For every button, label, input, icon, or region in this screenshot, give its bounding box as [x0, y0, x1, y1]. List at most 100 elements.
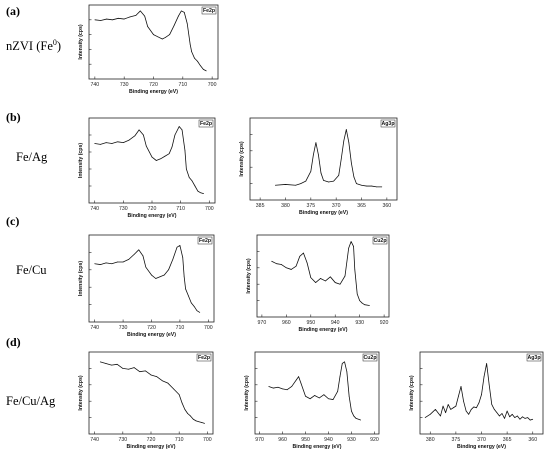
- data-point: [325, 280, 326, 282]
- legend-box: [197, 236, 213, 245]
- data-point: [344, 275, 346, 277]
- data-point: [174, 134, 176, 136]
- data-point: [499, 415, 500, 417]
- x-tick-label: 920: [370, 437, 379, 443]
- data-point: [306, 262, 308, 264]
- x-tick-label: 700: [204, 325, 213, 331]
- x-tick-label: 960: [278, 437, 287, 443]
- data-point: [190, 415, 191, 417]
- data-point: [189, 43, 191, 45]
- chart-b-fe2p: 740 730 720 710 700 Binding energy (eV) Intens…: [78, 117, 216, 219]
- legend-box: [362, 353, 378, 362]
- data-point: [185, 288, 186, 290]
- data-point: [354, 269, 356, 270]
- legend-box: [198, 119, 214, 128]
- sample-label-fe-ag: Fe/Ag: [16, 150, 48, 164]
- data-point: [112, 19, 113, 21]
- data-point: [351, 410, 352, 412]
- x-tick-label: 740: [90, 325, 99, 331]
- chart-d-ag3p: 380 375 370 365 360 Binding energy (eV) Intens…: [409, 351, 544, 450]
- data-point: [192, 418, 194, 420]
- data-point: [100, 144, 101, 145]
- spectrum-line: [268, 361, 361, 421]
- data-point: [361, 184, 362, 186]
- y-axis-title: Intensity (cps): [78, 143, 84, 178]
- data-point: [144, 15, 146, 17]
- data-point: [205, 70, 207, 72]
- data-point: [173, 388, 174, 390]
- data-point: [493, 409, 495, 410]
- data-point: [455, 405, 457, 407]
- plot-frame: [249, 117, 398, 201]
- spectrum-line: [94, 245, 201, 313]
- legend-label: Fe2p: [198, 355, 210, 361]
- data-point: [318, 154, 319, 156]
- data-point: [488, 384, 490, 386]
- spectrum-line: [94, 10, 207, 72]
- data-point: [514, 417, 516, 418]
- data-point: [323, 394, 325, 395]
- chart-a-fe2p: 740 730 720 710 700 Binding energy (eV) Intens…: [78, 4, 219, 95]
- spectrum-line: [100, 361, 205, 424]
- data-point: [519, 418, 521, 420]
- x-tick-label: 950: [306, 320, 315, 326]
- data-point: [117, 141, 118, 143]
- x-tick-label: 370: [477, 437, 486, 443]
- chart-b-ag3p: 385 380 375 370 365 360 Binding energy (eV) Int…: [239, 117, 398, 216]
- data-point: [281, 264, 282, 265]
- data-point: [328, 181, 329, 183]
- data-point: [117, 261, 118, 263]
- data-point: [435, 409, 436, 410]
- data-point: [199, 312, 201, 313]
- data-point: [369, 305, 370, 306]
- data-point: [181, 402, 183, 404]
- x-tick-label: 970: [255, 437, 264, 443]
- data-point: [171, 146, 173, 148]
- data-point: [198, 421, 200, 423]
- data-point: [138, 129, 140, 131]
- data-point: [194, 185, 196, 187]
- data-point: [128, 368, 129, 370]
- data-point: [160, 158, 161, 160]
- data-point: [360, 419, 361, 421]
- data-point: [176, 246, 178, 248]
- legend-box: [372, 236, 388, 245]
- data-point: [204, 422, 205, 424]
- spectrum-line: [94, 126, 204, 195]
- data-point: [333, 180, 334, 182]
- data-point: [509, 416, 511, 418]
- data-point: [511, 413, 513, 415]
- data-point: [161, 38, 163, 40]
- data-point: [481, 394, 482, 395]
- plot-frame: [256, 234, 390, 318]
- chart-c-fe2p: 740 730 720 710 700 Binding energy (eV) Intens…: [78, 234, 215, 338]
- sample-label-nzvi: nZVI (Fe0): [6, 38, 61, 54]
- x-tick-label: 375: [452, 437, 461, 443]
- y-axis-title: Intensity (cps): [409, 375, 415, 410]
- data-point: [371, 185, 373, 187]
- data-point: [300, 183, 302, 184]
- data-point: [285, 184, 286, 185]
- plot-frame: [88, 117, 216, 204]
- data-point: [361, 302, 363, 304]
- data-point: [188, 177, 190, 178]
- data-point: [169, 34, 170, 35]
- data-point: [133, 367, 135, 368]
- x-axis-title: Binding energy (eV): [457, 444, 506, 450]
- data-point: [179, 245, 181, 246]
- data-point: [123, 142, 124, 143]
- data-point: [200, 192, 202, 194]
- data-point: [200, 65, 201, 67]
- data-point: [282, 388, 283, 390]
- data-point: [128, 259, 130, 260]
- chart-c-cu2p: 970 960 950 940 930 920 Binding energy (eV) Int…: [246, 234, 390, 333]
- data-point: [473, 406, 475, 408]
- data-point: [201, 422, 203, 423]
- data-point: [491, 404, 493, 405]
- x-tick-label: 940: [331, 320, 340, 326]
- data-point: [295, 265, 297, 267]
- legend-label: Ag3p: [528, 355, 541, 361]
- legend-label: Cu2p: [374, 238, 387, 244]
- legend-box: [196, 353, 212, 362]
- data-point: [111, 263, 113, 265]
